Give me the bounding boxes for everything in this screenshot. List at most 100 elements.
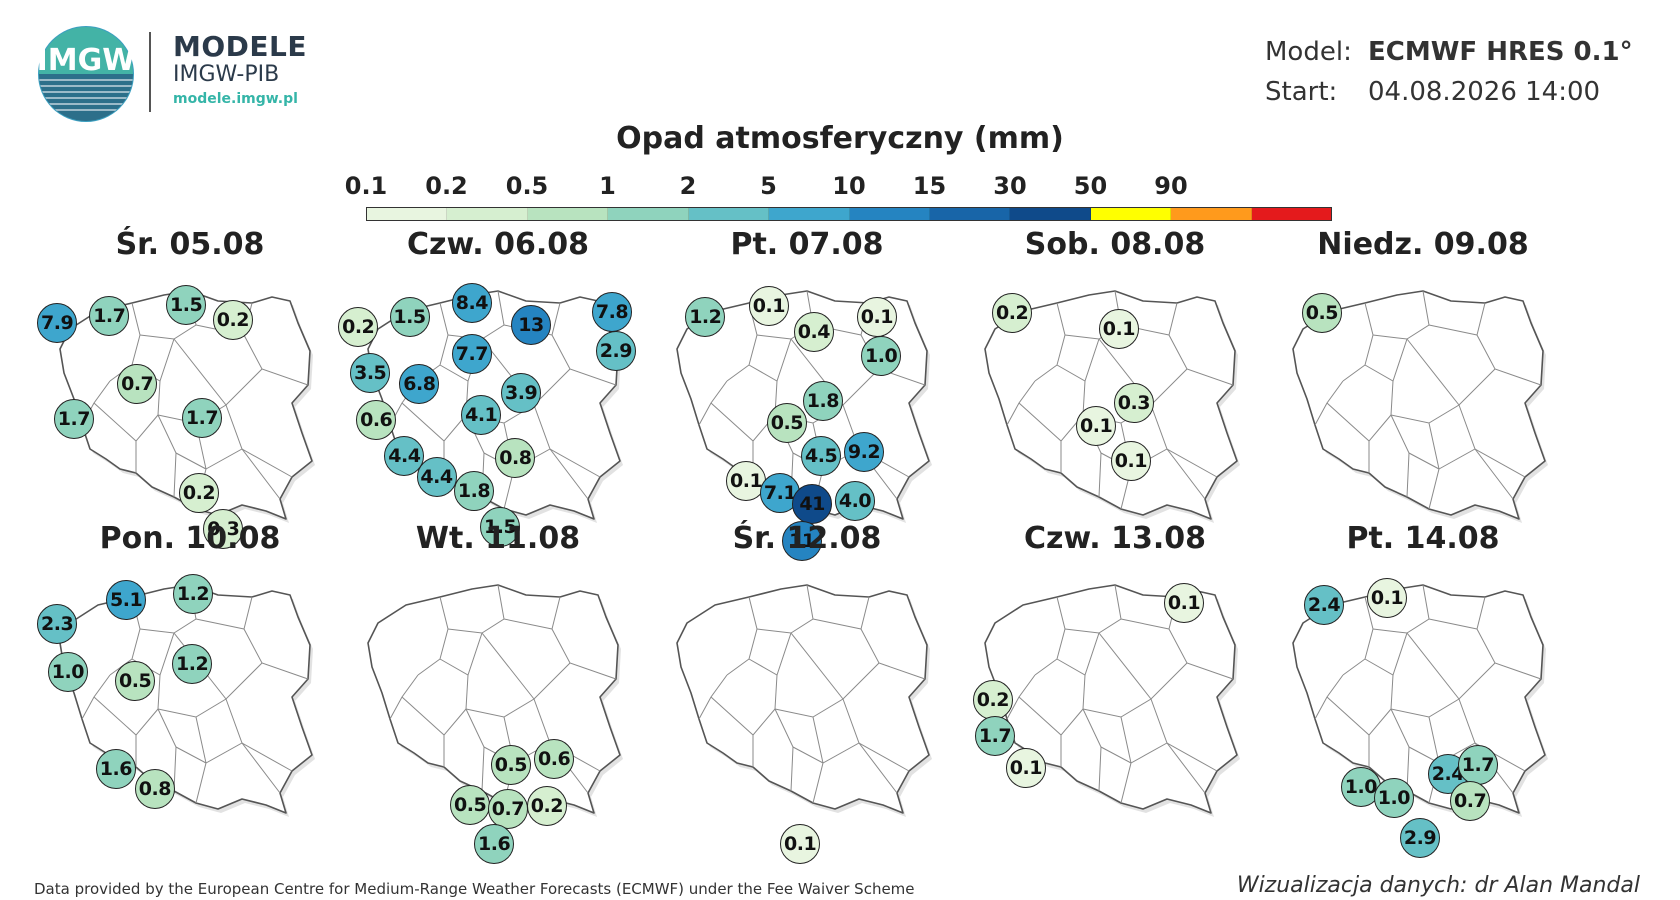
forecast-panel: Czw. 13.08 0.1 0.2 1.7 0.1 [965,519,1265,824]
voivodeship-border [1100,746,1132,764]
voivodeship-border [1060,674,1086,767]
precip-marker: 4.4 [416,457,457,497]
precip-marker: 0.1 [1164,583,1204,624]
precip-marker: 0.3 [1113,382,1154,423]
voivodeship-border [1098,632,1152,700]
forecast-panel: Śr. 05.08 7.9 1.7 1.5 0.2 0.7 1.7 1.7 0.2 0.3 [37,225,340,549]
precip-marker: 6.8 [399,363,440,404]
precip-marker: 1.0 [47,652,88,693]
legend-swatch [1251,208,1332,220]
voivodeship-border [551,302,617,386]
precip-marker: 1.0 [1373,778,1414,819]
marker-layer: 0.2 0.1 0.3 0.1 0.1 [965,273,1265,528]
voivodeship-border [93,402,137,442]
voivodeship-border [792,746,824,764]
forecast-panel: Pt. 07.08 1.2 0.1 0.4 0.1 1.0 1.8 0.5 4.5 9.2 0.1 7… [657,225,957,561]
brand-subtitle: IMGW-PIB [173,62,280,87]
precip-marker: 0.1 [748,286,789,327]
voivodeship-border [1034,596,1066,676]
precip-marker: 0.1 [1098,308,1139,349]
voivodeship-border [1130,742,1206,794]
panel-day-title: Pt. 07.08 [730,227,884,262]
voivodeship-border [1326,402,1370,442]
precip-marker: 0.3 [203,508,244,549]
voivodeship-border [1120,618,1170,630]
precip-marker: 0.1 [1367,577,1407,618]
precip-marker: 0.2 [212,300,253,341]
precip-marker: 1.7 [1457,745,1498,786]
precip-marker: 0.5 [766,402,807,443]
precip-marker: 13 [511,304,551,345]
voivodeship-border [417,596,449,676]
precip-marker: 0.2 [992,292,1033,333]
marker-layer: 0.5 [1273,273,1573,528]
precip-marker: 0.1 [1076,406,1117,447]
panel-day-title: Niedz. 09.08 [1317,227,1529,262]
legend-tick-label: 5 [760,172,777,200]
marker-layer: 0.5 0.6 0.5 0.7 0.2 1.6 [348,567,648,865]
voivodeship-border [1428,618,1478,630]
legend-swatch [367,208,448,220]
legend-tick-label: 1 [599,172,616,200]
voivodeship-border [443,674,469,767]
forecast-panel: Czw. 06.08 0.2 1.5 8.4 13 7.8 2.9 7.7 3.5 6.8 3.9 0… [338,225,648,547]
precip-marker: 0.4 [793,311,834,352]
legend-tick-label: 0.1 [344,172,388,200]
panel-day-title: Czw. 13.08 [1023,521,1206,556]
precip-marker: 1.5 [166,285,207,326]
precip-marker: 1.7 [53,398,94,439]
poland-map [984,584,1240,817]
voivodeship-border [175,452,207,470]
precip-marker: 4.0 [835,481,875,522]
start-value: 04.08.2026 14:00 [1368,77,1601,107]
visualization-credit: Wizualizacja danych: dr Alan Mandal [1236,873,1640,898]
marker-layer: 2.4 0.1 2.4 1.7 1.0 1.0 0.7 2.9 [1273,567,1573,859]
panel-day-title: Wt. 11.08 [415,521,581,556]
precip-marker: 1.7 [182,398,222,439]
precip-marker: 7.8 [592,291,632,332]
precip-marker: 0.5 [115,661,156,702]
legend-colorbar [366,207,1332,221]
precip-marker: 0.8 [134,769,175,810]
legend-swatch [929,208,1011,220]
precip-marker: 3.5 [350,352,391,393]
brand-url[interactable]: modele.imgw.pl [173,91,298,107]
logo-text: IMGW [37,43,136,78]
voivodeship-border [1064,584,1122,634]
voivodeship-border [1368,674,1394,767]
legend-swatch [447,208,528,220]
precip-marker: 4.1 [461,395,502,436]
precip-marker: 1.8 [454,471,494,512]
voivodeship-border [822,742,898,794]
precip-marker: 1.8 [802,381,843,421]
legend-swatch [608,208,689,220]
voivodeship-border [195,618,245,630]
voivodeship-border [401,696,445,736]
legend-tick-label: 15 [912,172,947,200]
voivodeship-border [774,662,880,718]
precip-marker: 1.5 [389,297,430,338]
marker-layer: 0.1 [657,567,957,865]
voivodeship-border [710,402,754,442]
voivodeship-border [1034,302,1066,382]
voivodeship-border [135,380,161,473]
precip-marker: 9.2 [844,431,884,472]
voivodeship-border [93,696,137,736]
voivodeship-border [205,742,281,794]
precip-marker: 0.5 [490,744,531,785]
voivodeship-border [1018,696,1062,736]
poland-map [676,584,932,817]
marker-layer: 1.2 0.1 0.4 0.1 1.0 1.8 0.5 4.5 9.2 0.1 7.1 41 4.0 11 [657,273,957,561]
precip-marker: 0.5 [1301,292,1342,333]
precip-marker: 1.7 [89,295,130,336]
legend-swatch [769,208,850,220]
forecast-panel: Niedz. 09.08 0.5 [1273,225,1573,530]
precip-marker: 0.1 [1110,440,1151,481]
forecast-panel: Pon. 10.08 5.1 1.2 2.3 1.2 1.0 0.5 1.6 0.8 [37,519,340,824]
precip-marker: 0.2 [526,785,567,826]
precip-marker: 0.6 [534,738,575,779]
legend-tick-label: 90 [1154,172,1188,200]
start-row: Start: 04.08.2026 14:00 [1265,72,1633,112]
voivodeship-border [1368,380,1394,473]
precip-marker: 0.7 [1450,781,1491,822]
